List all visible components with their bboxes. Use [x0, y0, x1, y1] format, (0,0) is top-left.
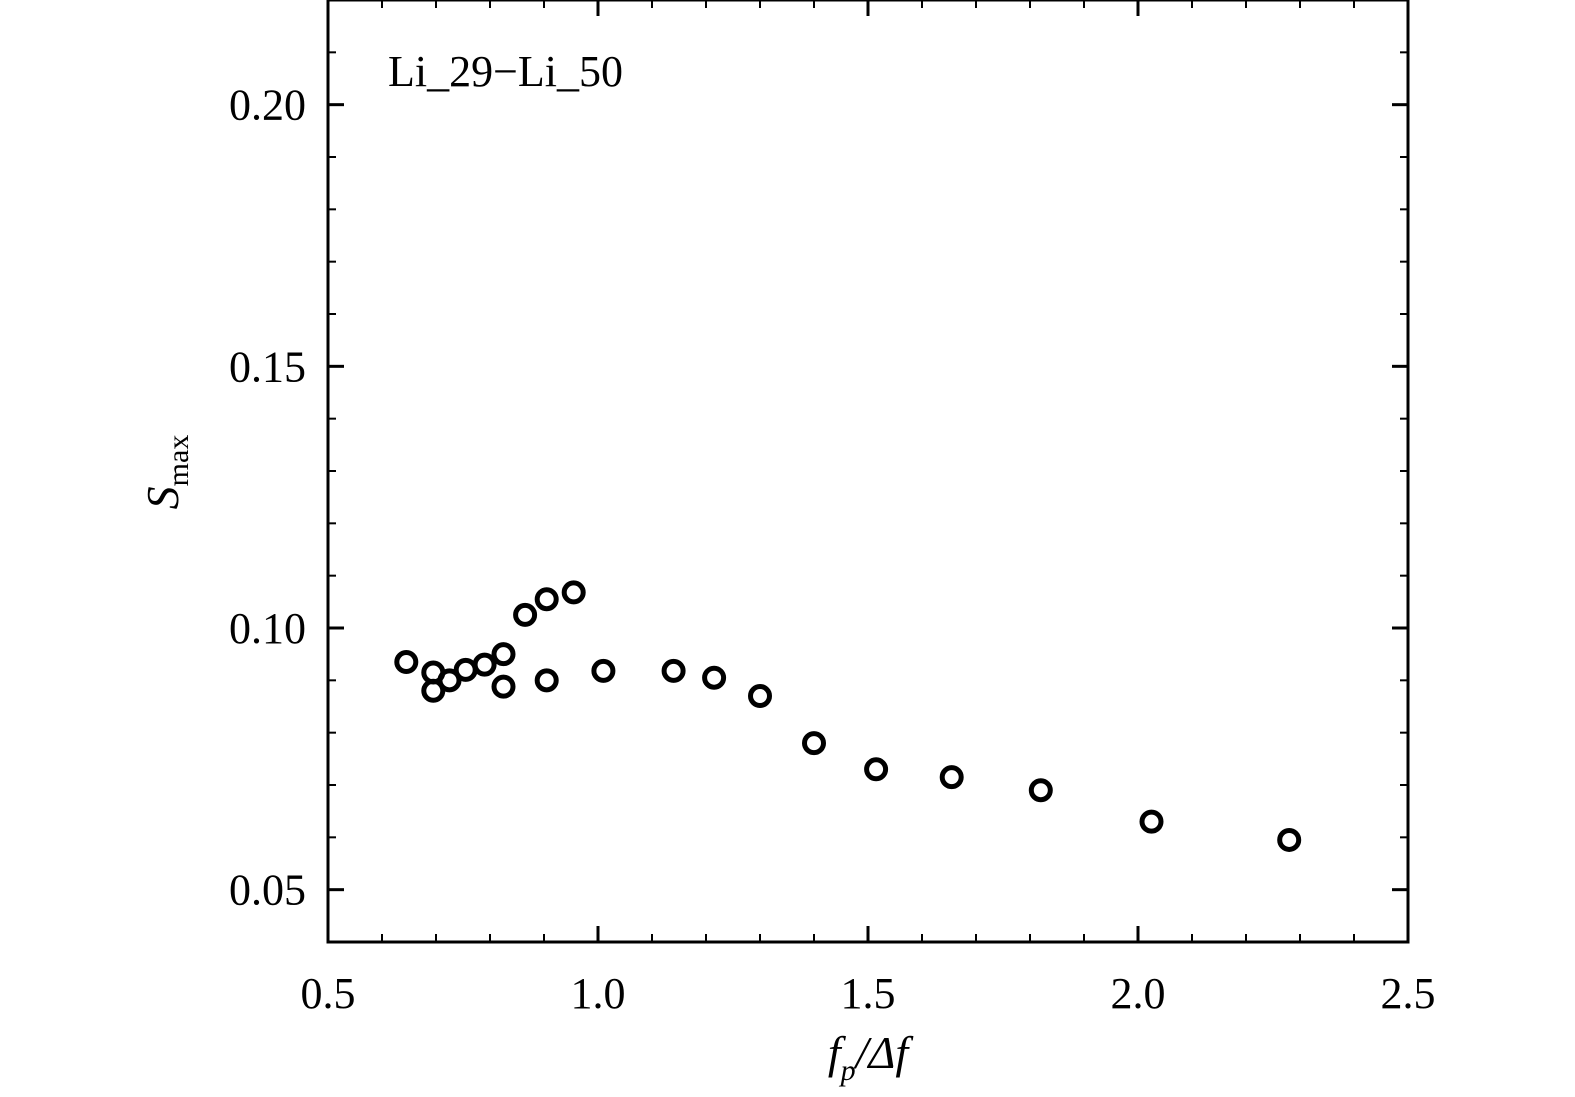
- x-tick-label-4: 2.5: [1381, 969, 1436, 1018]
- x-tick-label-1: 1.0: [571, 969, 626, 1018]
- data-point-14: [702, 665, 727, 690]
- plot-frame: [326, 0, 1410, 944]
- data-point-19: [1028, 778, 1053, 803]
- x-tick-label-3: 2.0: [1111, 969, 1166, 1018]
- data-point-2: [421, 678, 446, 703]
- y-tick-label-1: 0.10: [229, 604, 306, 653]
- data-point-20: [1139, 809, 1164, 834]
- plot-annotation: Li_29−Li_50: [388, 47, 623, 96]
- data-point-7: [491, 674, 516, 699]
- x-tick-labels: 0.5 1.0 1.5 2.0 2.5: [301, 969, 1436, 1018]
- data-point-15: [748, 684, 772, 709]
- data-point-9: [534, 587, 559, 612]
- data-point-4: [453, 657, 478, 682]
- y-axis-title-main: S: [137, 486, 188, 509]
- y-tick-label-0: 0.05: [229, 866, 306, 915]
- x-axis-title-sub: p: [839, 1054, 856, 1087]
- data-point-13: [661, 658, 686, 683]
- data-point-16: [802, 731, 826, 756]
- data-point-18: [939, 765, 964, 790]
- x-axis-title: fp/Δf: [828, 1027, 915, 1087]
- y-tick-labels: 0.05 0.10 0.15 0.20: [229, 81, 306, 915]
- y-tick-label-2: 0.15: [229, 342, 306, 391]
- data-point-3: [437, 668, 462, 693]
- y-tick-label-3: 0.20: [229, 81, 306, 130]
- x-tick-label-2: 1.5: [841, 969, 896, 1018]
- x-axis-title-rest: /Δf: [853, 1027, 915, 1078]
- data-point-10: [534, 668, 559, 693]
- y-axis-title: Smax: [137, 435, 195, 510]
- y-axis-title-sub: max: [162, 435, 195, 487]
- data-point-11: [561, 580, 586, 605]
- data-point-5: [472, 652, 497, 677]
- data-point-8: [513, 602, 538, 627]
- data-point-0: [394, 650, 419, 675]
- data-points: [394, 580, 1302, 852]
- data-point-21: [1277, 827, 1302, 852]
- data-point-17: [864, 757, 889, 782]
- data-point-6: [491, 642, 516, 667]
- data-point-12: [591, 658, 616, 683]
- x-tick-label-0: 0.5: [301, 969, 356, 1018]
- axis-ticks: [326, 0, 1410, 942]
